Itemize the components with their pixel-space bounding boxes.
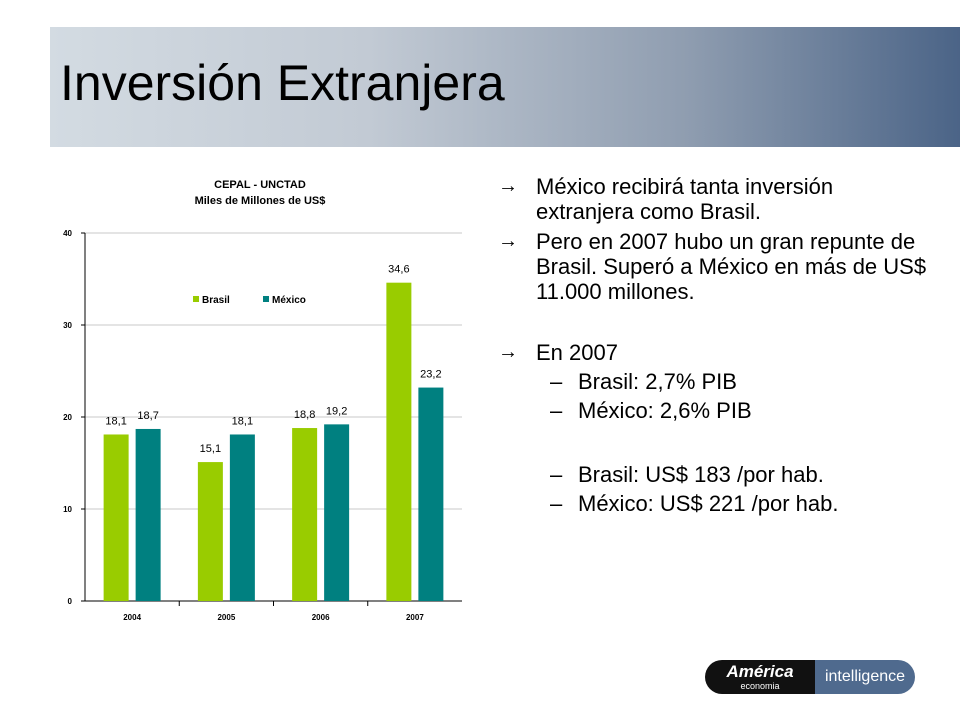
bullet-list: → México recibirá tanta inversión extran… — [498, 174, 928, 516]
bar-brasil — [292, 428, 318, 601]
legend-swatch-brasil — [193, 296, 199, 302]
legend-label-brasil: Brasil — [202, 295, 230, 306]
bullet-text: México recibirá tanta inversión extranje… — [536, 174, 834, 224]
bar-méxico — [229, 434, 255, 601]
data-label: 18,7 — [137, 410, 158, 422]
data-label: 18,8 — [294, 409, 315, 421]
x-tick-label: 2005 — [217, 613, 235, 622]
bar-méxico — [324, 424, 350, 601]
logo-text-economia: economia — [740, 681, 780, 691]
bar-brasil — [197, 462, 223, 601]
bullet-text: Pero en 2007 hubo un gran repunte de Bra… — [536, 229, 927, 304]
bullet-item: → En 2007 — [498, 340, 928, 365]
america-economia-intelligence-logo: América economia intelligence — [705, 660, 915, 694]
y-tick-label: 30 — [63, 321, 72, 330]
sub-bullet-text: Brasil: US$ 183 /por hab. — [578, 462, 824, 487]
data-label: 23,2 — [420, 369, 441, 381]
bar-brasil — [386, 282, 412, 601]
data-label: 34,6 — [388, 264, 409, 276]
sub-bullet-item: – Brasil: 2,7% PIB — [498, 369, 928, 394]
slide-title: Inversión Extranjera — [60, 55, 505, 111]
data-label: 18,1 — [232, 415, 253, 427]
data-label: 18,1 — [105, 415, 126, 427]
y-tick-label: 0 — [68, 597, 73, 606]
legend-swatch-méxico — [263, 296, 269, 302]
bullet-item: → Pero en 2007 hubo un gran repunte de B… — [498, 229, 928, 304]
y-tick-label: 10 — [63, 505, 72, 514]
logo-text-america: América — [726, 662, 794, 681]
sub-bullet-item: – México: 2,6% PIB — [498, 398, 928, 423]
chart-title: CEPAL - UNCTAD — [214, 179, 306, 191]
logo-left-block: América economia — [705, 660, 815, 694]
dash-icon: – — [550, 398, 563, 423]
bar-méxico — [135, 428, 161, 601]
sub-bullet-text: México: 2,6% PIB — [578, 398, 752, 423]
title-banner — [50, 27, 960, 147]
sub-bullet-text: Brasil: 2,7% PIB — [578, 369, 737, 394]
x-tick-label: 2006 — [312, 613, 330, 622]
y-tick-label: 40 — [63, 229, 72, 238]
y-tick-label: 20 — [63, 413, 72, 422]
dash-icon: – — [550, 491, 563, 516]
arrow-icon: → — [498, 341, 518, 363]
chart-subtitle: Miles de Millones de US$ — [195, 195, 326, 207]
arrow-icon: → — [498, 230, 518, 252]
logo-text-intelligence: intelligence — [815, 660, 915, 694]
dash-icon: – — [550, 462, 563, 487]
legend-label-méxico: México — [272, 295, 306, 306]
data-label: 15,1 — [200, 443, 221, 455]
bullet-item: → México recibirá tanta inversión extran… — [498, 174, 928, 224]
arrow-icon: → — [498, 175, 518, 197]
dash-icon: – — [550, 369, 563, 394]
data-label: 19,2 — [326, 405, 347, 417]
bar-brasil — [103, 434, 129, 601]
sub-bullet-text: México: US$ 221 /por hab. — [578, 491, 839, 516]
sub-bullet-item: – Brasil: US$ 183 /por hab. — [498, 462, 928, 487]
bar-méxico — [418, 387, 444, 601]
x-tick-label: 2004 — [123, 613, 141, 622]
bullet-text: En 2007 — [536, 340, 618, 365]
x-tick-label: 2007 — [406, 613, 424, 622]
sub-bullet-item: – México: US$ 221 /por hab. — [498, 491, 928, 516]
